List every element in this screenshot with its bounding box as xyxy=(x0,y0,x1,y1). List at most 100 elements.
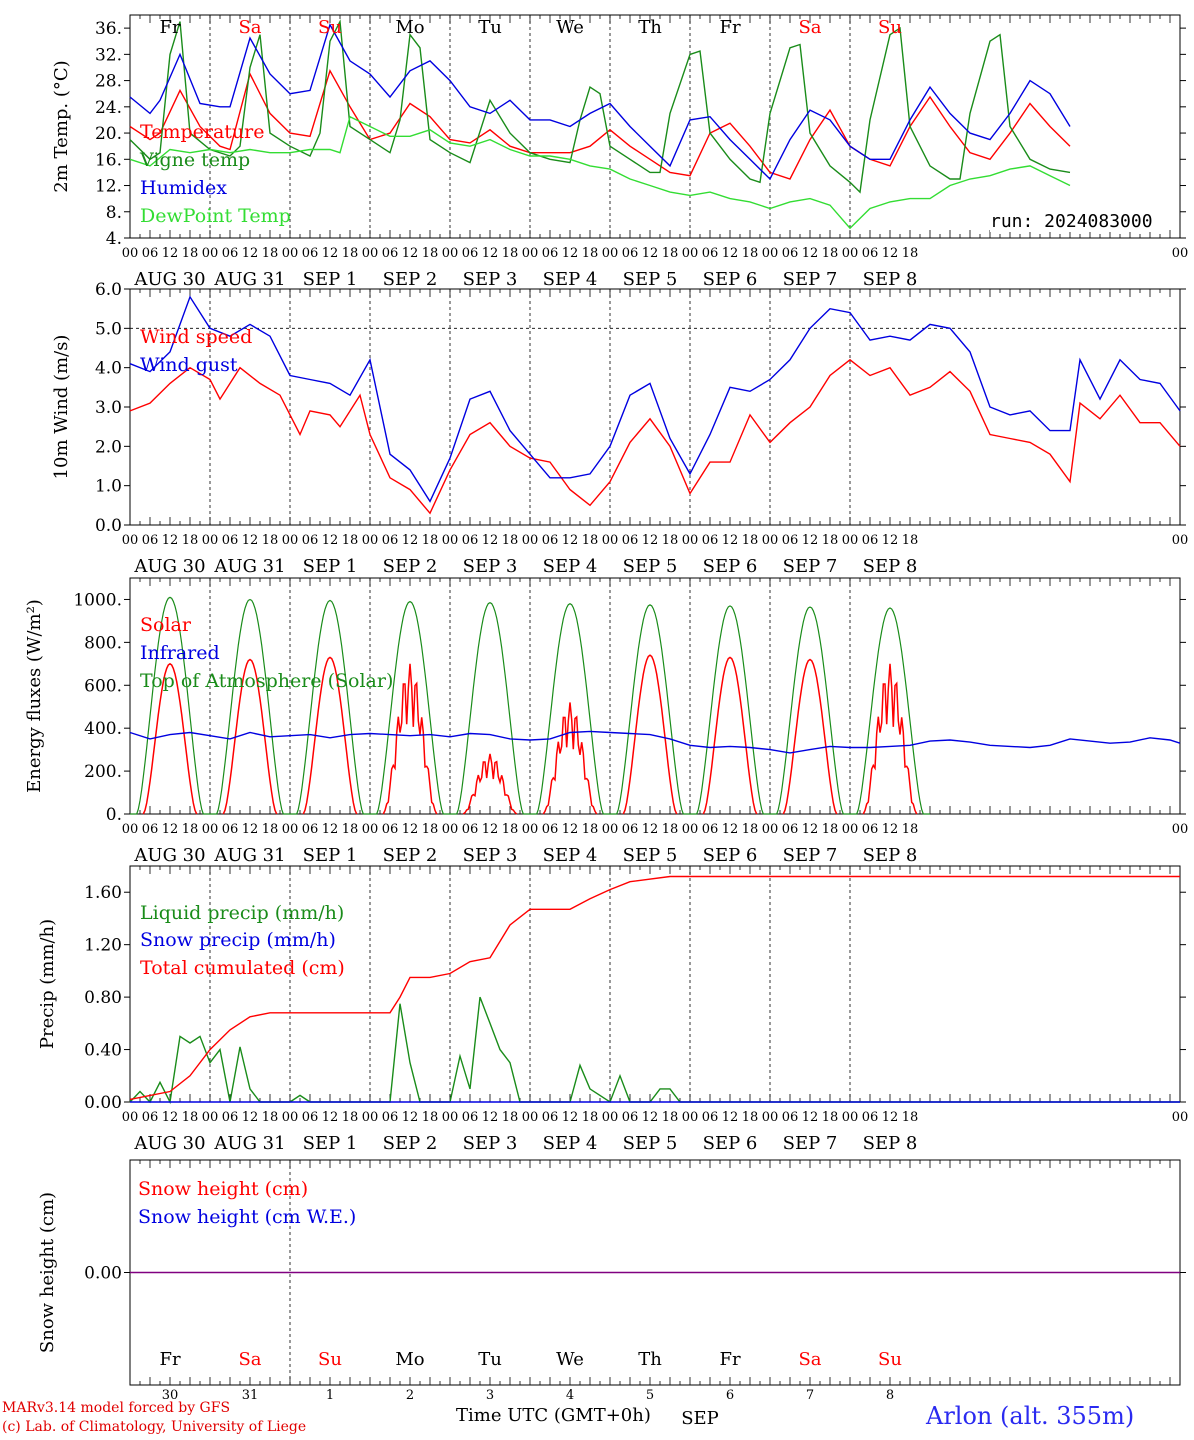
date-label: SEP 5 xyxy=(623,269,678,290)
date-label: SEP 2 xyxy=(383,556,438,577)
weekday-label: Fr xyxy=(159,1349,180,1370)
date-label: SEP 8 xyxy=(863,845,918,866)
hour-tick-label: 06 xyxy=(542,1110,559,1125)
y-tick-label: 28. xyxy=(95,72,122,92)
hour-tick-label: 00 xyxy=(762,1110,779,1125)
legend-entry: Total cumulated (cm) xyxy=(140,957,345,979)
weekday-label: Su xyxy=(878,1349,902,1370)
hour-tick-label: 18 xyxy=(582,822,599,837)
hour-tick-label: 18 xyxy=(662,533,679,548)
hour-tick-label: 18 xyxy=(502,822,519,837)
hour-tick-label: 06 xyxy=(142,1110,159,1125)
y-tick-label: 5.0 xyxy=(95,319,122,339)
hour-tick-label: 12 xyxy=(322,1110,339,1125)
hour-tick-label: 00 xyxy=(522,246,539,261)
date-label: AUG 30 xyxy=(133,269,205,290)
hour-tick-label: 12 xyxy=(402,533,419,548)
date-label: SEP 6 xyxy=(703,269,758,290)
hour-tick-label: 12 xyxy=(562,533,579,548)
hour-tick-label: 06 xyxy=(782,246,799,261)
hour-tick-label: 00 xyxy=(442,1110,459,1125)
hour-tick-label: 06 xyxy=(622,533,639,548)
hour-tick-label: 18 xyxy=(342,246,359,261)
y-axis-label: 10m Wind (m/s) xyxy=(51,335,72,480)
hour-tick-label: 18 xyxy=(502,246,519,261)
day-number: 4 xyxy=(566,1388,574,1403)
run-label: run: 2024083000 xyxy=(990,211,1153,232)
hour-tick-label: 06 xyxy=(142,533,159,548)
hour-tick-label: 06 xyxy=(382,822,399,837)
weekday-label: Th xyxy=(638,1349,662,1370)
hour-tick-label: 18 xyxy=(822,822,839,837)
y-axis-label: Snow height (cm) xyxy=(37,1192,58,1353)
weekday-label: Sa xyxy=(238,17,261,38)
hour-tick-label: 12 xyxy=(482,246,499,261)
hour-tick-label: 06 xyxy=(462,1110,479,1125)
series-dewpoint-temp xyxy=(129,115,1071,230)
date-label: SEP 6 xyxy=(703,845,758,866)
hour-tick-label: 06 xyxy=(862,246,879,261)
plot-frame xyxy=(129,577,1181,815)
weekday-label: Su xyxy=(318,17,342,38)
day-number: 5 xyxy=(646,1388,654,1403)
hour-tick-label: 12 xyxy=(162,246,179,261)
y-tick-label: 12. xyxy=(95,177,122,197)
hour-tick-label: 18 xyxy=(902,822,919,837)
hour-tick-label: 00 xyxy=(522,822,539,837)
weekday-label: Su xyxy=(318,1349,342,1370)
day-number: 7 xyxy=(806,1388,814,1403)
hour-tick-label: 06 xyxy=(142,246,159,261)
hour-tick-label: 12 xyxy=(162,822,179,837)
hour-tick-label: 06 xyxy=(222,822,239,837)
hour-tick-label: 06 xyxy=(702,1110,719,1125)
hour-tick-label: 12 xyxy=(882,533,899,548)
series-toa-solar xyxy=(130,596,930,815)
hour-tick-label: 12 xyxy=(882,822,899,837)
hour-tick-label: 00 xyxy=(122,246,139,261)
date-label: SEP 2 xyxy=(383,1133,438,1154)
y-tick-label: 800. xyxy=(84,633,122,653)
weekday-label: Fr xyxy=(719,1349,740,1370)
date-label: AUG 30 xyxy=(133,1133,205,1154)
date-label: SEP 2 xyxy=(383,845,438,866)
day-number: 30 xyxy=(162,1388,179,1403)
hour-tick-label: 00 xyxy=(122,822,139,837)
weekday-label: Mo xyxy=(395,17,424,38)
date-label: SEP 4 xyxy=(543,1133,598,1154)
hour-tick-label: 00 xyxy=(362,1110,379,1125)
hour-tick-label: 18 xyxy=(902,1110,919,1125)
date-label: SEP 5 xyxy=(623,845,678,866)
hour-tick-label: 12 xyxy=(482,822,499,837)
hour-tick-label: 00 xyxy=(362,822,379,837)
hour-tick-label: 06 xyxy=(782,533,799,548)
hour-tick-label: 12 xyxy=(162,1110,179,1125)
date-label: SEP 7 xyxy=(783,1133,838,1154)
day-number: 8 xyxy=(886,1388,894,1403)
hour-tick-label: 00 xyxy=(842,1110,859,1125)
day-number: 2 xyxy=(406,1388,414,1403)
panel-1: 4. 8. 12. 16. 20. 24. 28. 32. 36. 2m Temp. (°C) Te… xyxy=(51,14,1188,290)
hour-tick-label: 06 xyxy=(622,246,639,261)
y-tick-label: 1000. xyxy=(73,590,122,610)
hour-tick-label: 00 xyxy=(602,822,619,837)
y-tick-label: 0.00 xyxy=(84,1264,122,1284)
weekday-label: Tu xyxy=(478,17,502,38)
lab-credit: (c) Lab. of Climatology, University of L… xyxy=(2,1419,307,1435)
weekday-label: We xyxy=(556,17,584,38)
hour-tick-label: 18 xyxy=(902,246,919,261)
panel-4: 0.00 0.40 0.80 1.20 1.60 Precip (mm/h) Liquid … xyxy=(37,865,1188,1154)
hour-tick-label: 12 xyxy=(242,246,259,261)
legend-entry: Temperature xyxy=(140,121,264,143)
hour-tick-label: 18 xyxy=(182,533,199,548)
date-label: AUG 30 xyxy=(133,845,205,866)
date-label: SEP 1 xyxy=(303,556,358,577)
hour-tick-label: 00 xyxy=(442,246,459,261)
hour-tick-label: 06 xyxy=(702,822,719,837)
hour-tick-label: 00 xyxy=(362,533,379,548)
hour-tick-label: 12 xyxy=(562,822,579,837)
panel-2: 0.0 1.0 2.0 3.0 4.0 5.0 6.0 10m Wind (m/s) Wind … xyxy=(51,280,1188,577)
hour-tick-label: 18 xyxy=(182,246,199,261)
legend-entry: Infrared xyxy=(140,642,220,664)
hour-tick-label: 18 xyxy=(822,1110,839,1125)
date-label: SEP 1 xyxy=(303,845,358,866)
